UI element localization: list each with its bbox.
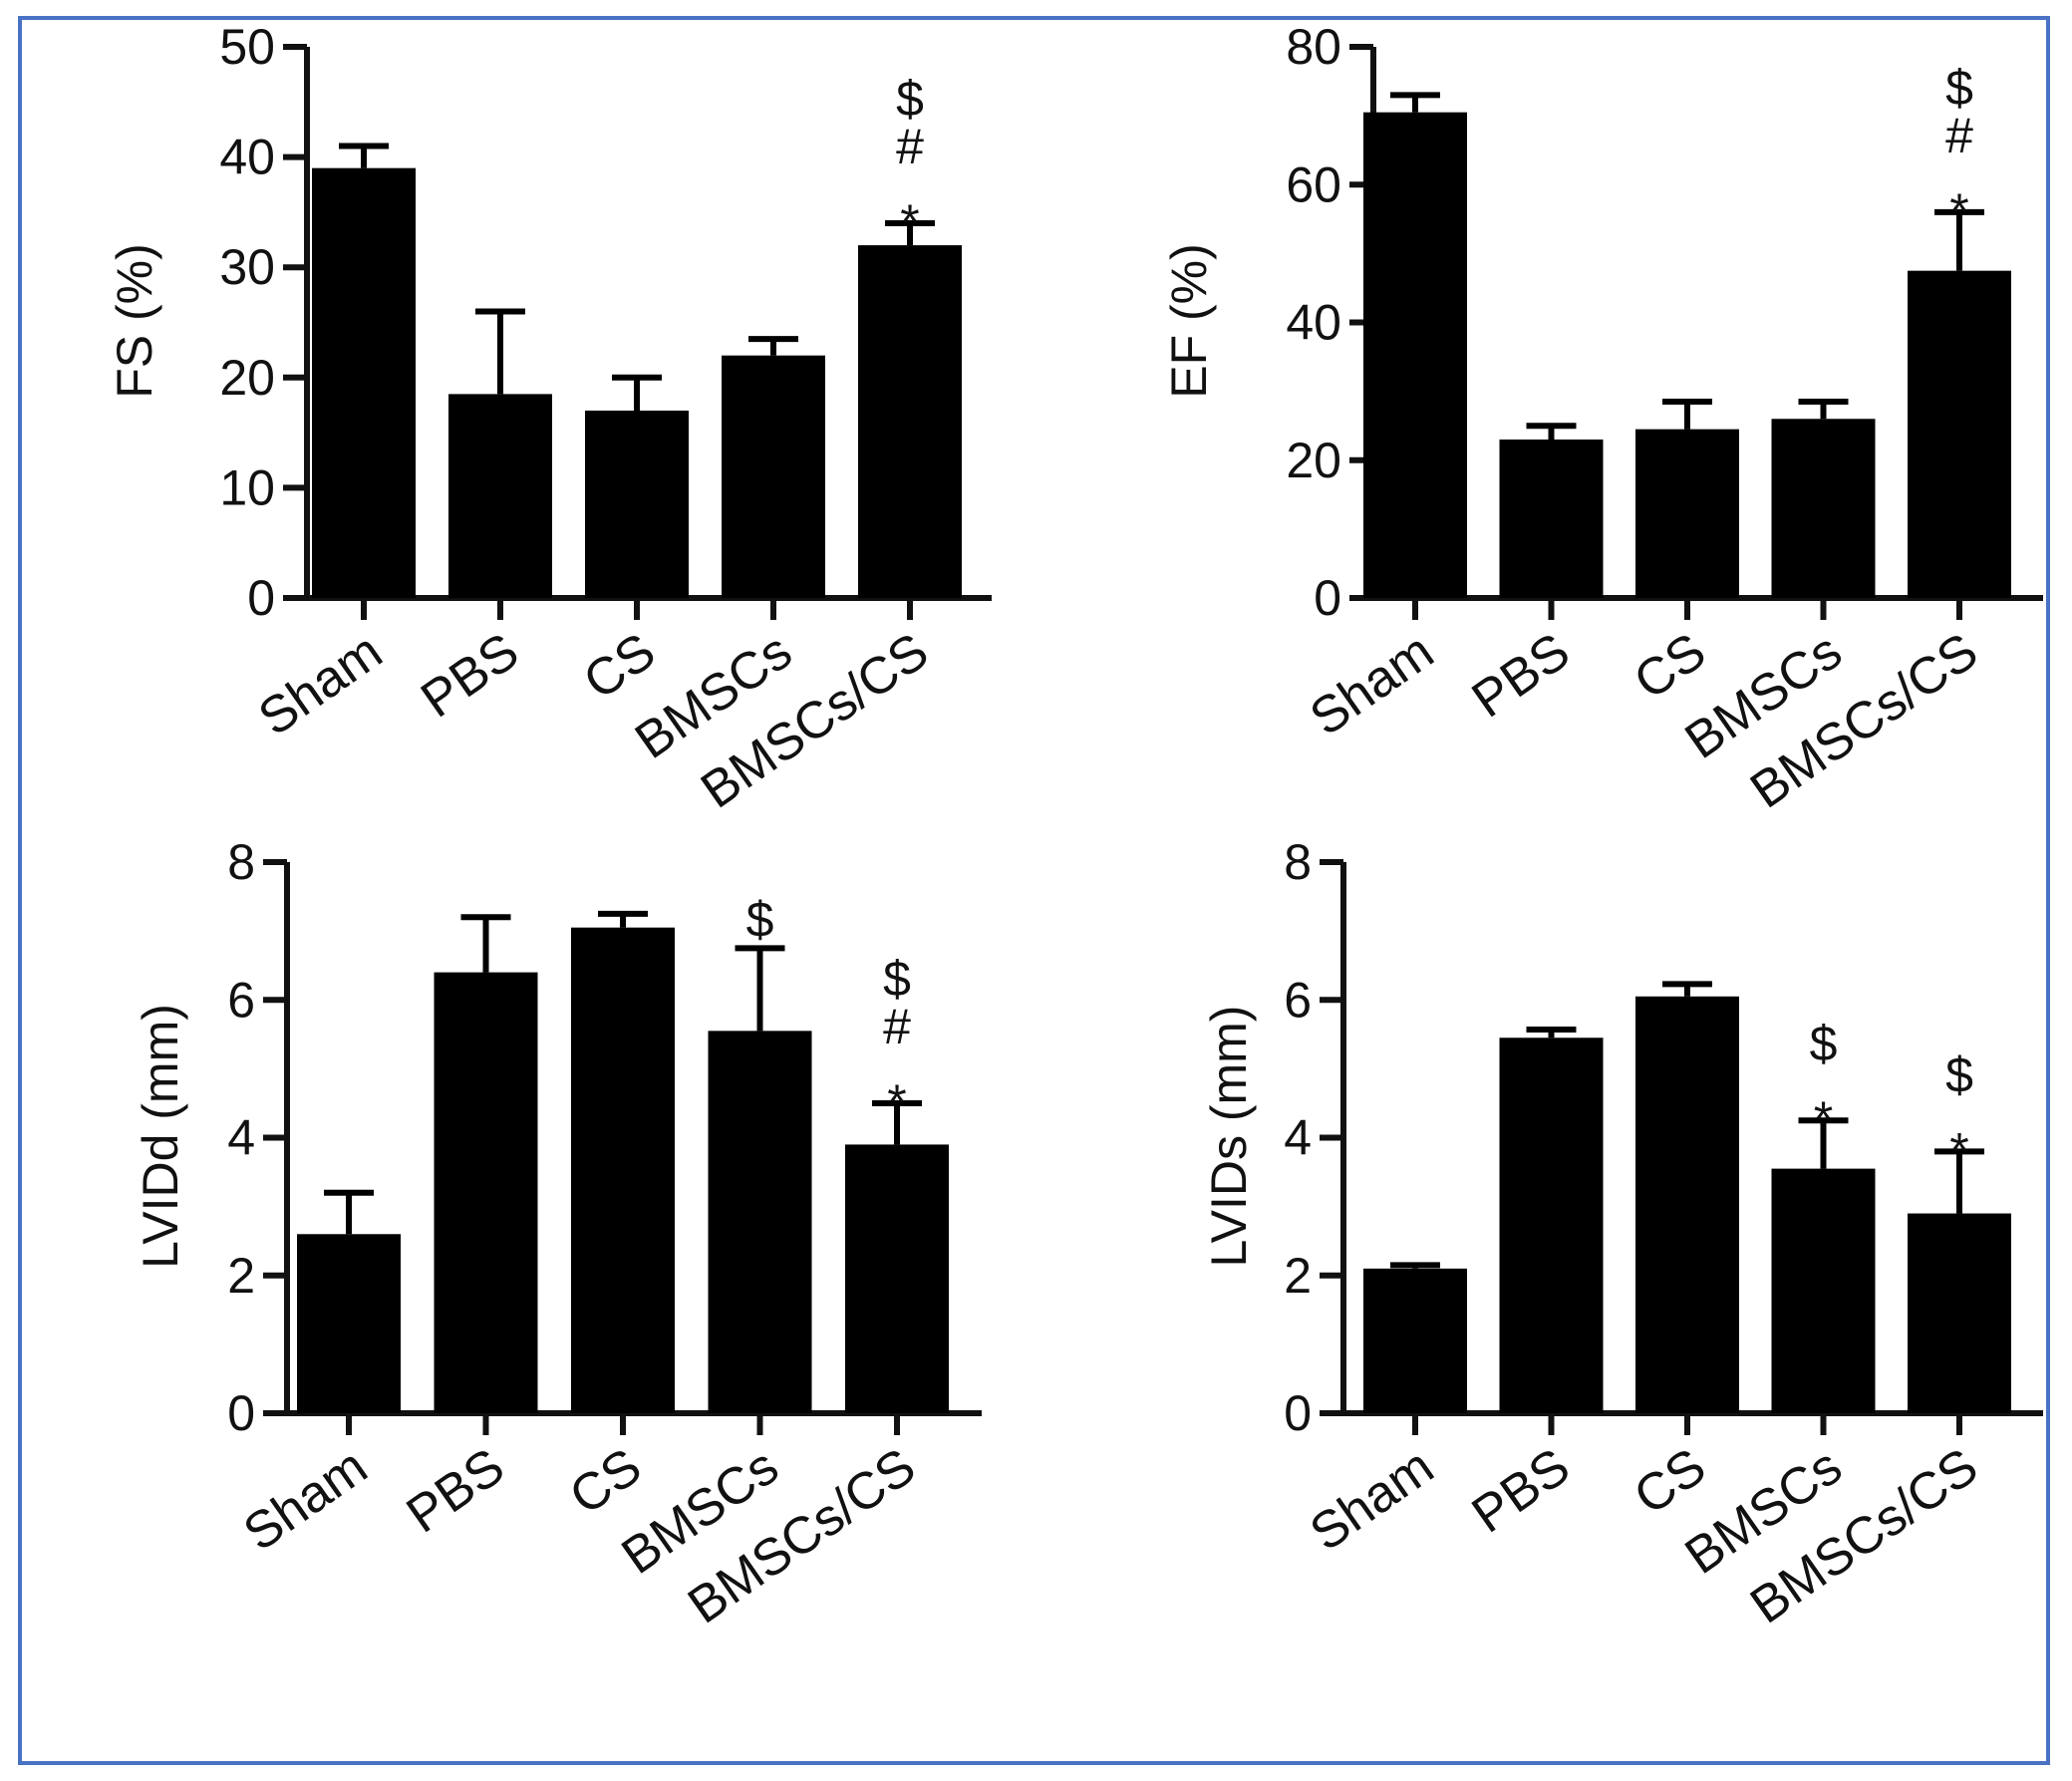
significance-mark: $ <box>1810 1016 1838 1071</box>
y-tick-label: 50 <box>219 19 275 75</box>
y-tick-label: 0 <box>247 570 275 626</box>
category-label: PBS <box>397 1437 515 1544</box>
category-label: PBS <box>411 622 529 729</box>
y-tick-label: 4 <box>227 1110 255 1166</box>
bar-bmscs <box>708 1031 812 1413</box>
bar-cs <box>571 927 675 1413</box>
bar-bmscs-cs <box>845 1144 949 1413</box>
y-axis-label: LVIDs (mm) <box>1201 1006 1257 1268</box>
category-label: Sham <box>248 622 393 746</box>
bar-cs <box>1635 996 1739 1413</box>
category-label: CS <box>573 622 665 711</box>
category-label: CS <box>559 1437 651 1526</box>
y-axis-label: LVIDd (mm) <box>133 1004 188 1269</box>
bar-cs <box>585 410 689 598</box>
significance-mark: $ <box>1945 1046 1973 1102</box>
category-label: Sham <box>1300 1437 1444 1562</box>
significance-mark: * <box>1814 1091 1833 1147</box>
y-tick-label: 4 <box>1284 1110 1312 1166</box>
bar-bmscs <box>1771 1168 1876 1413</box>
bar-bmscs <box>1771 419 1876 598</box>
y-tick-label: 6 <box>1284 972 1312 1028</box>
bar-sham <box>297 1234 401 1413</box>
bar-pbs <box>448 394 552 598</box>
category-label: CS <box>1624 1437 1715 1526</box>
category-label: Sham <box>233 1437 378 1562</box>
y-axis-label: FS (%) <box>107 243 162 399</box>
y-tick-label: 0 <box>1284 1385 1312 1441</box>
significance-mark: # <box>1945 108 1973 163</box>
bar-sham <box>1363 1268 1467 1413</box>
y-tick-label: 60 <box>1286 156 1341 212</box>
bar-pbs <box>1499 440 1604 598</box>
y-tick-label: 0 <box>227 1385 255 1441</box>
significance-mark: * <box>900 194 919 250</box>
y-tick-label: 30 <box>219 239 275 295</box>
bar-bmscs <box>722 355 825 598</box>
bar-bmscs-cs <box>858 245 962 598</box>
bar-cs <box>1635 429 1739 598</box>
category-label: PBS <box>1462 1437 1581 1544</box>
y-tick-label: 10 <box>219 459 275 515</box>
category-label: CS <box>1624 622 1715 711</box>
y-tick-label: 20 <box>1286 433 1341 488</box>
bar-pbs <box>1499 1038 1604 1413</box>
significance-mark: $ <box>883 951 911 1007</box>
y-tick-label: 6 <box>227 972 255 1028</box>
significance-mark: $ <box>896 71 924 127</box>
significance-mark: $ <box>746 891 774 947</box>
y-tick-label: 40 <box>1286 295 1341 351</box>
significance-mark: $ <box>1945 60 1973 116</box>
y-tick-label: 0 <box>1314 570 1341 626</box>
significance-mark: * <box>1949 183 1968 239</box>
bar-pbs <box>434 972 538 1413</box>
significance-mark: * <box>1949 1122 1968 1178</box>
y-tick-label: 40 <box>219 130 275 185</box>
y-tick-label: 2 <box>1284 1248 1312 1304</box>
bar-bmscs-cs <box>1908 1213 2011 1413</box>
significance-mark: * <box>887 1074 906 1130</box>
significance-mark: # <box>883 999 911 1054</box>
y-axis-label: EF (%) <box>1161 243 1217 399</box>
category-label: PBS <box>1462 622 1581 729</box>
bar-bmscs-cs <box>1908 270 2011 598</box>
bar-sham <box>312 167 416 598</box>
bar-sham <box>1363 112 1467 598</box>
y-tick-label: 8 <box>227 834 255 890</box>
category-label: Sham <box>1300 622 1444 746</box>
y-tick-label: 80 <box>1286 19 1341 75</box>
significance-mark: # <box>896 119 924 174</box>
y-tick-label: 8 <box>1284 834 1312 890</box>
y-tick-label: 2 <box>227 1248 255 1304</box>
y-tick-label: 20 <box>219 350 275 406</box>
